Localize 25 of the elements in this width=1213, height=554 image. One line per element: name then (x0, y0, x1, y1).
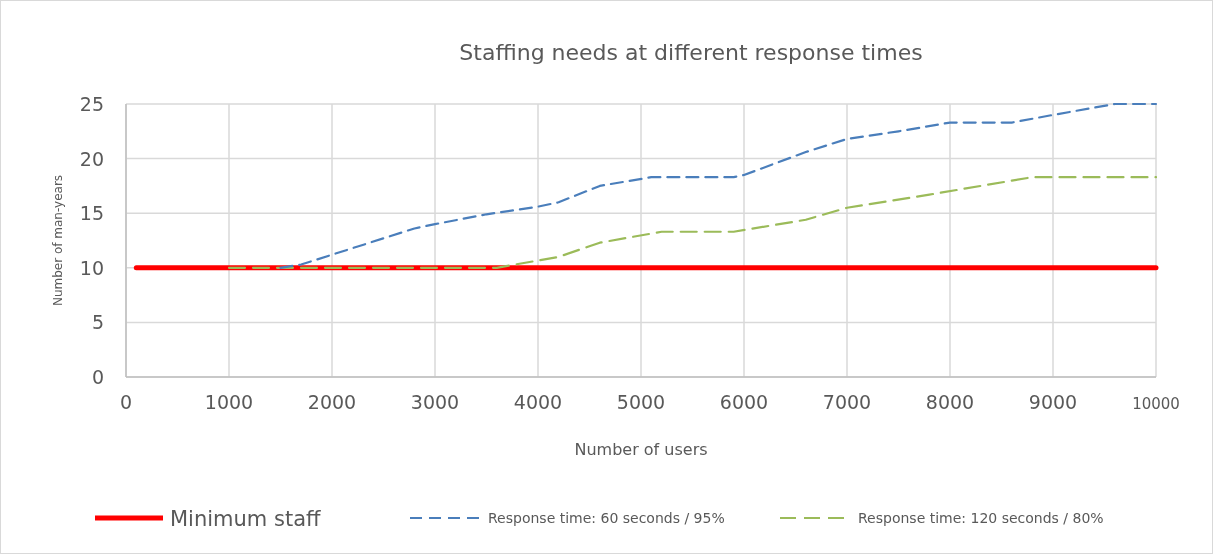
y-tick-label: 5 (91, 311, 104, 334)
x-axis-title: Number of users (574, 440, 708, 459)
x-tick-label: 4000 (513, 391, 563, 413)
x-tick-label: 6000 (719, 391, 769, 413)
y-tick-label: 20 (79, 147, 104, 170)
chart-title: Staffing needs at different response times (459, 40, 923, 65)
x-tick-label: 9000 (1028, 391, 1078, 413)
y-tick-label: 15 (79, 202, 104, 225)
x-tick-label: 3000 (410, 391, 460, 413)
y-axis-title: Number of man-years (51, 174, 65, 307)
x-tick-label: 10000 (1132, 395, 1180, 413)
line-series (279, 102, 1158, 269)
y-tick-label: 0 (91, 366, 104, 388)
x-tick-label: 7000 (822, 391, 872, 413)
line-series (227, 176, 1158, 269)
y-tick-label: 10 (79, 256, 104, 279)
legend-label: Response time: 120 seconds / 80% (858, 510, 1104, 526)
x-tick-label: 2000 (307, 391, 357, 413)
x-tick-label: 5000 (616, 391, 666, 413)
x-tick-label: 1000 (204, 391, 254, 413)
x-tick-label: 0 (119, 391, 133, 413)
legend-label: Minimum staff (170, 507, 322, 531)
legend-label: Response time: 60 seconds / 95% (488, 510, 725, 526)
y-tick-label: 25 (79, 93, 104, 115)
x-tick-label: 8000 (925, 391, 975, 413)
